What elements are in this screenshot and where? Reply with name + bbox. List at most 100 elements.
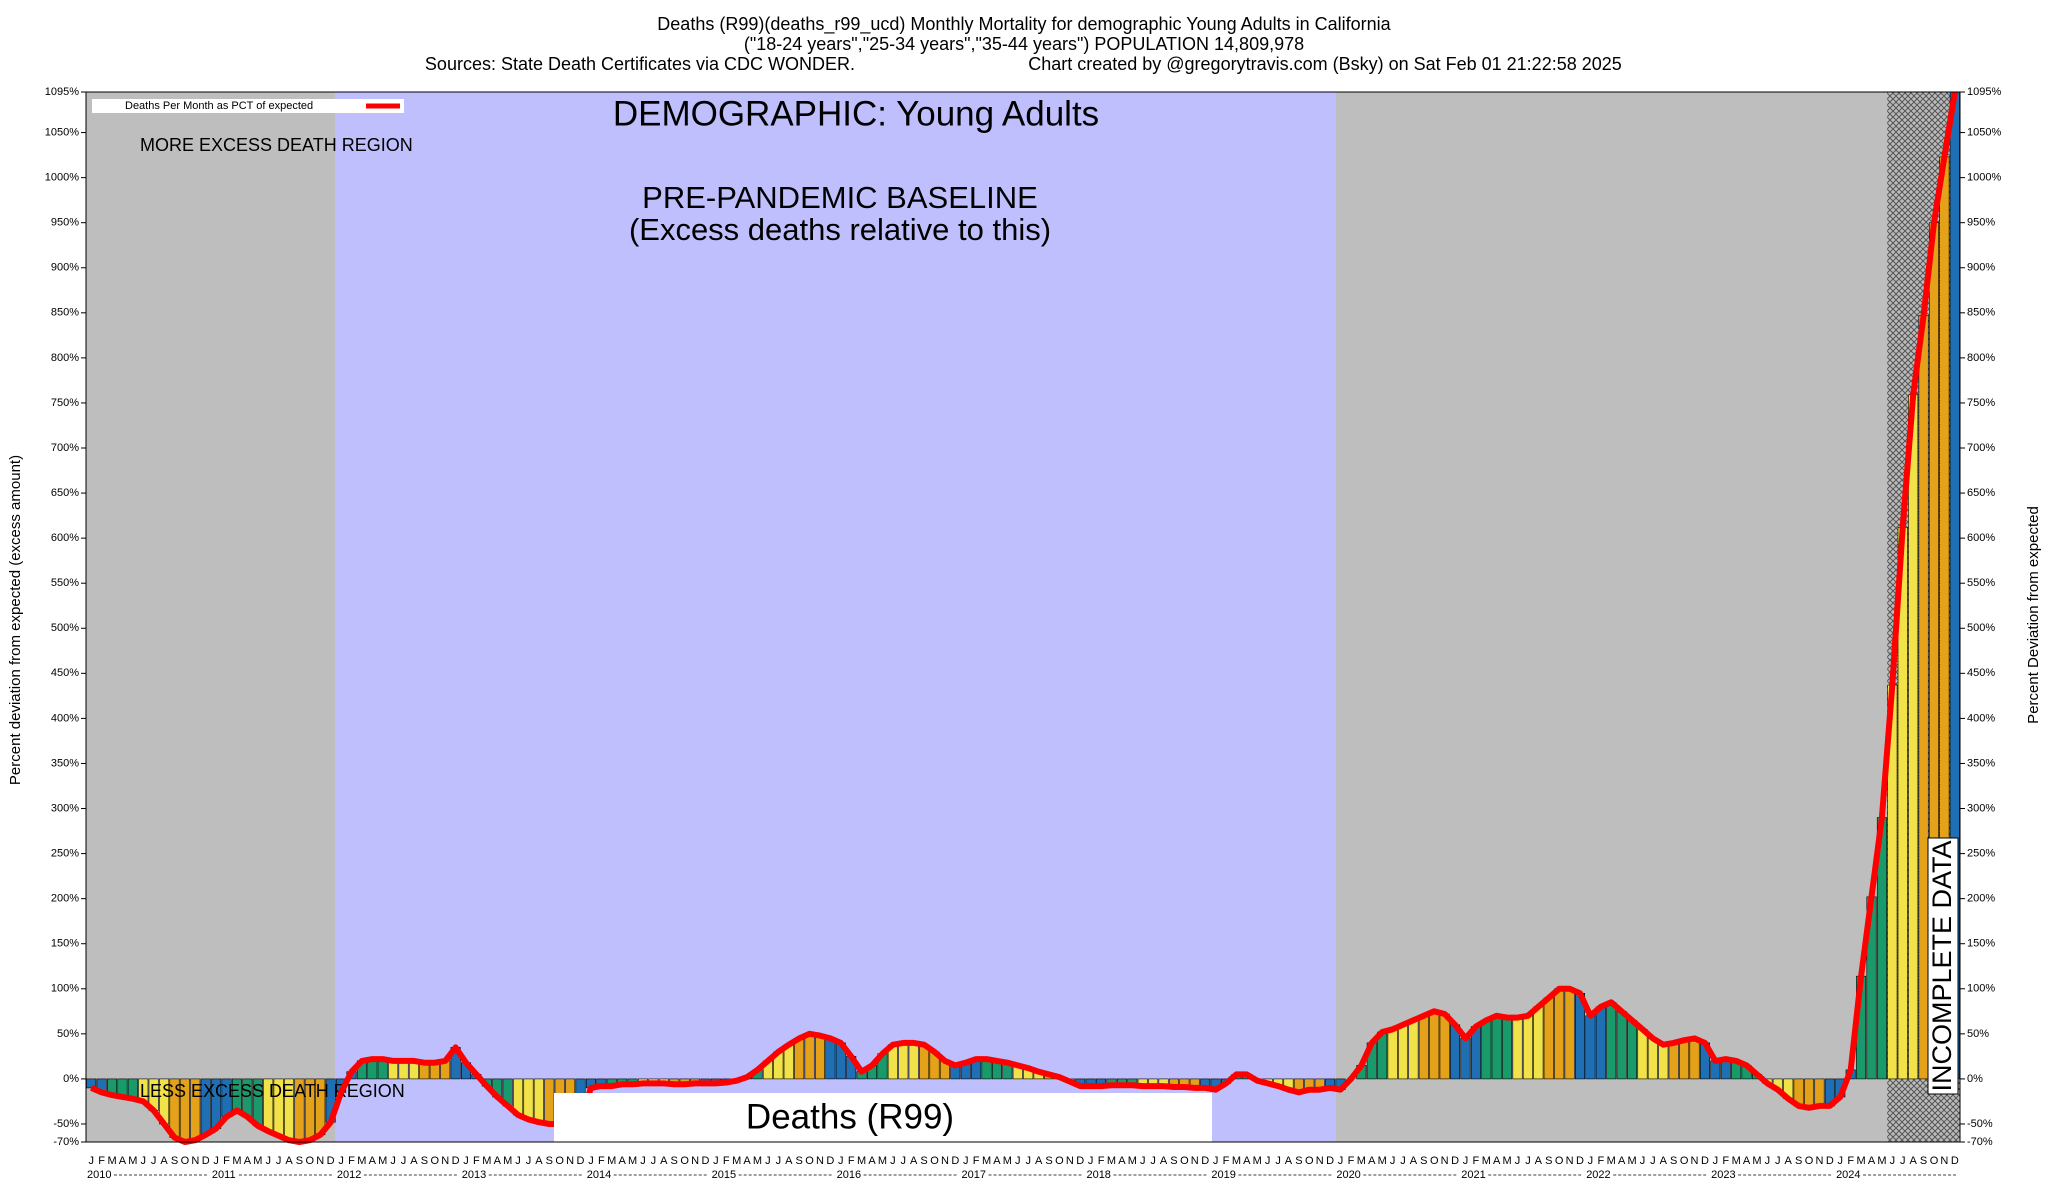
y2-tick-label: 1000%: [1967, 172, 2001, 184]
x-tick-label: O: [1430, 1155, 1439, 1167]
source: Sources: State Death Certificates via CD…: [425, 54, 855, 74]
x-tick-label: J: [1463, 1155, 1469, 1167]
x-tick-label: F: [473, 1155, 480, 1167]
year-label: 2018: [1086, 1169, 1110, 1181]
x-tick-label: S: [1045, 1155, 1052, 1167]
y2-tick-label: 500%: [1967, 622, 1995, 634]
x-tick-label: S: [671, 1155, 678, 1167]
y-tick-label: 350%: [51, 757, 79, 769]
x-tick-label: N: [1191, 1155, 1199, 1167]
x-tick-label: A: [1035, 1155, 1043, 1167]
y2-tick-label: 1095%: [1967, 86, 2001, 98]
x-tick-label: M: [1482, 1155, 1491, 1167]
x-tick-label: J: [1140, 1155, 1146, 1167]
x-tick-label: J: [1025, 1155, 1031, 1167]
y-tick-label: 1050%: [45, 126, 79, 138]
y2-tick-label: 600%: [1967, 532, 1995, 544]
bar: [1491, 1015, 1502, 1080]
x-tick-label: M: [857, 1155, 866, 1167]
y-tick-label: 650%: [51, 487, 79, 499]
x-tick-label: M: [1003, 1155, 1012, 1167]
y-tick-label: 200%: [51, 893, 79, 905]
x-tick-label: J: [1775, 1155, 1781, 1167]
x-tick-label: J: [141, 1155, 147, 1167]
chart-subtitle: ("18-24 years","25-34 years","35-44 year…: [744, 34, 1304, 54]
year-label: 2013: [462, 1169, 486, 1181]
x-tick-label: M: [1627, 1155, 1636, 1167]
x-tick-label: J: [1400, 1155, 1406, 1167]
annotation: DEMOGRAPHIC: Young Adults: [613, 94, 1099, 133]
x-tick-label: M: [878, 1155, 887, 1167]
x-tick-label: D: [1451, 1155, 1459, 1167]
x-tick-label: M: [482, 1155, 491, 1167]
x-tick-label: A: [1743, 1155, 1751, 1167]
x-tick-label: J: [776, 1155, 782, 1167]
x-tick-label: M: [1503, 1155, 1512, 1167]
x-tick-label: D: [1826, 1155, 1834, 1167]
y-tick-label: 700%: [51, 442, 79, 454]
x-tick-label: M: [107, 1155, 116, 1167]
x-tick-label: N: [816, 1155, 824, 1167]
y-tick-label: 900%: [51, 262, 79, 274]
y2-tick-label: 250%: [1967, 847, 1995, 859]
x-tick-label: J: [1515, 1155, 1521, 1167]
y-tick-label: 950%: [51, 217, 79, 229]
x-tick-label: N: [191, 1155, 199, 1167]
x-tick-label: N: [1066, 1155, 1074, 1167]
y2-tick-label: 300%: [1967, 802, 1995, 814]
year-label: 2015: [712, 1169, 736, 1181]
y-axis-label: Percent deviation from expected (excess …: [7, 455, 24, 785]
annotation: MORE EXCESS DEATH REGION: [140, 135, 413, 155]
x-tick-label: N: [941, 1155, 949, 1167]
bar: [1387, 1029, 1398, 1080]
y-tick-label: 150%: [51, 938, 79, 950]
x-tick-label: J: [1765, 1155, 1771, 1167]
y-tick-label: 850%: [51, 307, 79, 319]
bar: [794, 1038, 805, 1080]
y-tick-label: 300%: [51, 802, 79, 814]
x-tick-label: A: [1535, 1155, 1543, 1167]
x-tick-label: J: [890, 1155, 896, 1167]
annotation: Deaths (R99): [746, 1097, 954, 1136]
x-tick-label: S: [1920, 1155, 1927, 1167]
x-tick-label: J: [213, 1155, 219, 1167]
x-tick-label: O: [181, 1155, 190, 1167]
bar: [1908, 394, 1919, 1080]
bar: [1689, 1038, 1700, 1080]
x-tick-label: D: [951, 1155, 959, 1167]
bar: [1606, 1002, 1617, 1080]
bar: [1418, 1015, 1429, 1080]
x-tick-label: J: [338, 1155, 344, 1167]
chart-title: Deaths (R99)(deaths_r99_ucd) Monthly Mor…: [657, 14, 1391, 35]
bar: [1595, 1006, 1606, 1080]
y-tick-label: 600%: [51, 532, 79, 544]
x-tick-label: D: [1076, 1155, 1084, 1167]
x-tick-label: S: [1670, 1155, 1677, 1167]
year-label: 2011: [212, 1169, 236, 1181]
x-tick-label: M: [378, 1155, 387, 1167]
x-tick-label: A: [1160, 1155, 1168, 1167]
bar: [825, 1038, 836, 1080]
annotation: INCOMPLETE DATA: [1927, 840, 1957, 1091]
x-tick-label: F: [723, 1155, 730, 1167]
bar: [1814, 1078, 1825, 1107]
x-tick-label: F: [848, 1155, 855, 1167]
x-tick-label: J: [1640, 1155, 1646, 1167]
x-tick-label: O: [805, 1155, 814, 1167]
x-tick-label: J: [765, 1155, 771, 1167]
x-tick-label: A: [369, 1155, 377, 1167]
y2-tick-label: 700%: [1967, 442, 1995, 454]
y2-tick-label: -70%: [1967, 1136, 1993, 1148]
x-tick-label: O: [1305, 1155, 1314, 1167]
x-tick-label: J: [713, 1155, 719, 1167]
x-tick-label: M: [732, 1155, 741, 1167]
x-tick-label: J: [640, 1155, 646, 1167]
y-tick-label: 0%: [63, 1073, 79, 1085]
x-tick-label: A: [1243, 1155, 1251, 1167]
bar: [1554, 988, 1565, 1080]
bar: [1804, 1078, 1815, 1109]
x-tick-label: O: [555, 1155, 564, 1167]
y2-tick-label: 150%: [1967, 938, 1995, 950]
x-tick-label: N: [316, 1155, 324, 1167]
